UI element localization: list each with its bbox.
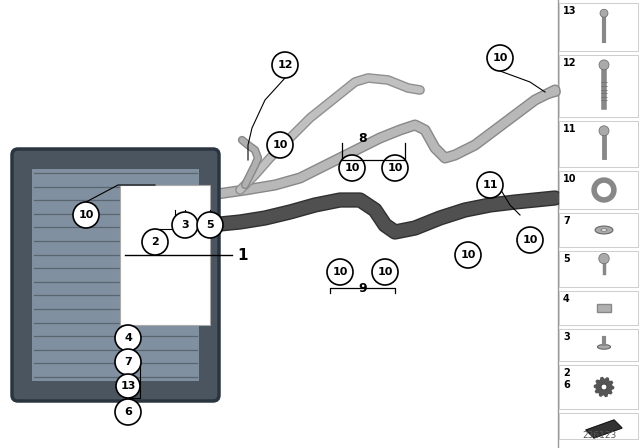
Text: 10: 10 [522, 235, 538, 245]
Bar [559, 171, 638, 209]
Text: 11: 11 [483, 180, 498, 190]
Bar [559, 413, 638, 439]
Text: 4: 4 [124, 333, 132, 343]
Text: 7: 7 [563, 216, 570, 226]
Text: 12: 12 [563, 58, 577, 68]
Text: 5: 5 [206, 220, 214, 230]
Bar [559, 365, 638, 409]
Circle shape [73, 202, 99, 228]
Polygon shape [595, 378, 614, 396]
Bar [559, 329, 638, 361]
Circle shape [272, 52, 298, 78]
Bar [120, 185, 210, 325]
Bar [559, 121, 638, 167]
Bar [559, 291, 638, 325]
Circle shape [116, 374, 140, 398]
Text: 236123: 236123 [582, 431, 616, 440]
Circle shape [599, 126, 609, 136]
Text: 4: 4 [563, 294, 570, 304]
Circle shape [600, 9, 608, 17]
Circle shape [487, 45, 513, 71]
Circle shape [115, 399, 141, 425]
Text: 3: 3 [563, 332, 570, 342]
Text: 10: 10 [332, 267, 348, 277]
Circle shape [372, 259, 398, 285]
Text: 8: 8 [358, 132, 367, 145]
Text: 13: 13 [120, 381, 136, 391]
Text: 1: 1 [237, 247, 248, 263]
Text: 6: 6 [124, 407, 132, 417]
Text: 2: 2 [151, 237, 159, 247]
Text: 13: 13 [563, 6, 577, 16]
Text: 10: 10 [563, 174, 577, 184]
Text: 10: 10 [78, 210, 93, 220]
Bar [559, 251, 638, 287]
Text: 10: 10 [272, 140, 288, 150]
Text: 7: 7 [124, 357, 132, 367]
Circle shape [142, 229, 168, 255]
Bar [559, 55, 638, 117]
Text: 10: 10 [460, 250, 476, 260]
Text: 12: 12 [277, 60, 292, 70]
FancyBboxPatch shape [12, 149, 219, 401]
Circle shape [197, 212, 223, 238]
Circle shape [601, 384, 607, 390]
Circle shape [477, 172, 503, 198]
Ellipse shape [595, 226, 613, 234]
Text: 10: 10 [492, 53, 508, 63]
Circle shape [115, 325, 141, 351]
Text: 3: 3 [181, 220, 189, 230]
Bar [559, 3, 638, 51]
Circle shape [327, 259, 353, 285]
Text: 2
6: 2 6 [563, 368, 570, 390]
Polygon shape [586, 420, 622, 438]
Ellipse shape [601, 229, 607, 231]
Text: 9: 9 [358, 282, 367, 295]
Text: 11: 11 [563, 124, 577, 134]
Circle shape [267, 132, 293, 158]
Bar [559, 213, 638, 247]
Circle shape [455, 242, 481, 268]
Circle shape [599, 60, 609, 70]
Text: 10: 10 [344, 163, 360, 173]
Circle shape [517, 227, 543, 253]
Circle shape [172, 212, 198, 238]
Text: 5: 5 [563, 254, 570, 264]
Circle shape [115, 349, 141, 375]
Circle shape [599, 253, 609, 264]
Text: 10: 10 [387, 163, 403, 173]
Bar [32, 169, 199, 381]
Circle shape [339, 155, 365, 181]
Bar [597, 304, 611, 312]
Text: 10: 10 [378, 267, 393, 277]
Ellipse shape [598, 345, 611, 349]
Circle shape [382, 155, 408, 181]
